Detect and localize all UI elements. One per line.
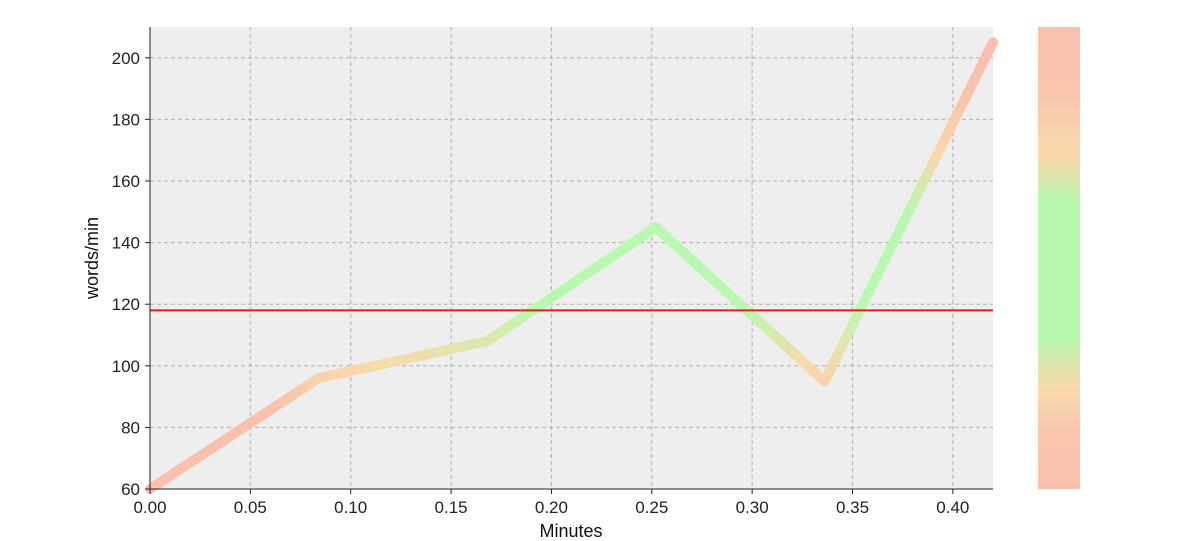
- y-axis-label: words/min: [82, 217, 102, 300]
- x-axis-label: Minutes: [539, 521, 602, 541]
- colorbar: [1038, 27, 1080, 489]
- plot-background: [150, 27, 993, 489]
- x-tick-label: 0.10: [334, 498, 367, 517]
- line-segment: [313, 336, 493, 384]
- x-tick-label: 0.15: [435, 498, 468, 517]
- x-tick-label: 0.20: [535, 498, 568, 517]
- line-segment: [819, 37, 998, 387]
- y-tick-label: 100: [112, 357, 140, 376]
- y-ticks: 60 80 100 120 140 160 180 200: [112, 49, 150, 499]
- x-tick-label: 0.35: [836, 498, 869, 517]
- y-tick-label: 60: [121, 480, 140, 499]
- x-ticks: 0.00 0.05 0.10 0.15 0.20 0.25 0.30 0.35 0.40: [133, 489, 969, 517]
- data-point: [313, 373, 324, 384]
- x-tick-label: 0.40: [936, 498, 969, 517]
- x-tick-label: 0.25: [635, 498, 668, 517]
- data-point: [482, 336, 493, 347]
- line-segment: [482, 222, 661, 347]
- y-tick-label: 180: [112, 110, 140, 129]
- line-segment: [650, 222, 830, 387]
- y-tick-label: 120: [112, 295, 140, 314]
- y-tick-label: 140: [112, 234, 140, 253]
- x-tick-label: 0.30: [736, 498, 769, 517]
- data-point: [819, 376, 830, 387]
- x-tick-label: 0.05: [234, 498, 267, 517]
- y-tick-label: 160: [112, 172, 140, 191]
- grid: [149, 27, 993, 490]
- line-segment: [145, 373, 324, 494]
- y-tick-label: 80: [121, 418, 140, 437]
- data-point: [650, 222, 661, 233]
- x-tick-label: 0.00: [133, 498, 166, 517]
- series-line: [145, 37, 998, 494]
- data-point: [988, 37, 998, 48]
- y-tick-label: 200: [112, 49, 140, 68]
